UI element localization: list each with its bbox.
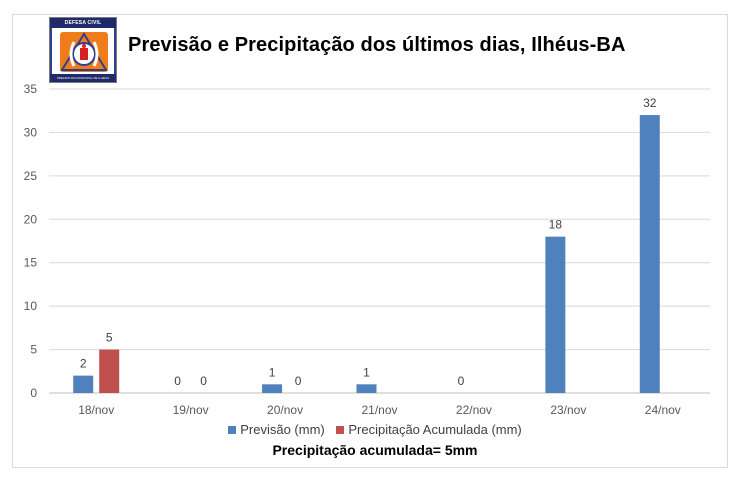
y-tick-label: 25	[24, 169, 38, 183]
data-label-previsao: 0	[174, 374, 181, 388]
y-axis: 0 5 10 15 20 25 30 35	[24, 82, 38, 400]
data-label-previsao: 1	[269, 365, 276, 379]
accumulated-precipitation-note: Precipitação acumulada= 5mm	[272, 442, 478, 458]
bar-previsao	[356, 384, 377, 393]
data-label-previsao: 32	[643, 96, 657, 110]
x-tick-label: 23/nov	[550, 403, 586, 417]
legend-swatch-previsao	[228, 426, 237, 434]
bar-precipitacao	[99, 349, 120, 393]
bar-previsao	[545, 236, 566, 393]
legend-item-previsao: Previsão (mm)	[228, 422, 325, 437]
defesa-civil-emblem-icon	[60, 32, 108, 72]
chart-legend: Previsão (mm) Precipitação Acumulada (mm…	[0, 422, 750, 437]
data-label-previsao: 2	[80, 357, 87, 371]
data-label-previsao: 1	[363, 365, 370, 379]
data-label-precipitacao: 0	[295, 374, 302, 388]
legend-item-precipitacao: Precipitação Acumulada (mm)	[336, 422, 522, 437]
y-tick-label: 0	[30, 386, 37, 400]
x-tick-label: 20/nov	[267, 403, 303, 417]
logo-bottom-text: PREFEITURA MUNICIPAL DE ILHÉUS	[50, 74, 116, 82]
bar-previsao	[639, 115, 660, 394]
data-label-precipitacao: 5	[106, 331, 113, 345]
legend-label-previsao: Previsão (mm)	[240, 422, 325, 437]
x-tick-label: 21/nov	[361, 403, 397, 417]
x-tick-label: 19/nov	[173, 403, 209, 417]
y-tick-label: 15	[24, 256, 38, 270]
data-label-previsao: 0	[458, 374, 465, 388]
defesa-civil-logo: DEFESA CIVIL PREFEITURA MUNICIPAL DE ILH…	[49, 17, 117, 83]
legend-label-precipitacao: Precipitação Acumulada (mm)	[348, 422, 522, 437]
y-tick-label: 20	[24, 212, 38, 226]
bars: 2 5 0 0 1 0 1 0 18 32	[73, 96, 660, 394]
gridlines	[49, 88, 710, 394]
x-axis: 18/nov 19/nov 20/nov 21/nov 22/nov 23/nov 24/n…	[78, 403, 681, 417]
bar-previsao	[262, 384, 283, 393]
y-tick-label: 30	[24, 125, 38, 139]
data-label-previsao: 18	[549, 218, 563, 232]
x-tick-label: 24/nov	[645, 403, 681, 417]
y-tick-label: 5	[30, 343, 37, 357]
chart-title: Previsão e Precipitação dos últimos dias…	[128, 34, 626, 56]
y-tick-label: 10	[24, 299, 38, 313]
data-label-precipitacao: 0	[200, 374, 207, 388]
logo-top-text: DEFESA CIVIL	[50, 18, 116, 28]
y-tick-label: 35	[24, 82, 38, 96]
legend-swatch-precipitacao	[336, 426, 345, 434]
x-tick-label: 18/nov	[78, 403, 114, 417]
x-tick-label: 22/nov	[456, 403, 492, 417]
bar-previsao	[73, 375, 94, 393]
